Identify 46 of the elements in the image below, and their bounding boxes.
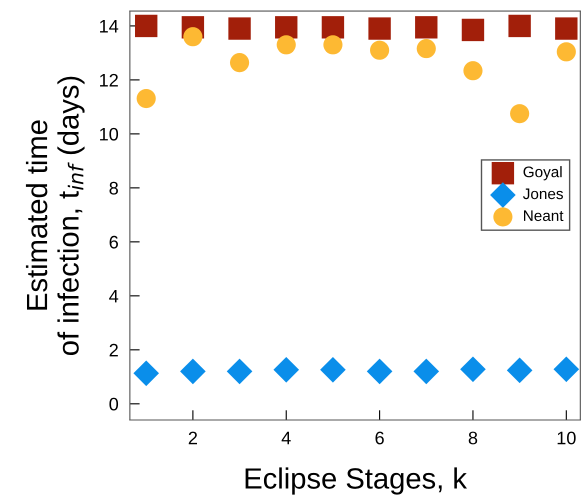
x-tick-label: 6 xyxy=(376,432,384,444)
y-tick-label: 12 xyxy=(100,74,118,86)
point xyxy=(508,14,531,38)
point xyxy=(413,358,440,384)
point xyxy=(135,14,158,38)
point xyxy=(276,35,296,54)
y-tick-label: 0 xyxy=(109,398,118,411)
point xyxy=(556,42,576,62)
point xyxy=(136,88,156,108)
x-tick-label: 4 xyxy=(282,432,291,444)
x-tick-label: 10 xyxy=(558,432,576,444)
point xyxy=(368,17,391,40)
point xyxy=(320,356,346,383)
y-tick-label: 10 xyxy=(100,128,118,141)
point xyxy=(460,356,486,382)
point xyxy=(506,358,532,384)
y-tick-label: 4 xyxy=(109,290,118,302)
legend-label: Neant xyxy=(524,210,564,222)
point xyxy=(510,104,530,124)
point xyxy=(370,40,390,60)
point xyxy=(273,356,300,383)
legend-label: Goyal xyxy=(524,166,562,180)
x-tick-label: 2 xyxy=(188,432,197,444)
point xyxy=(230,53,250,72)
point xyxy=(555,17,578,40)
y-tick-label: 14 xyxy=(100,20,118,32)
point xyxy=(554,356,580,382)
point xyxy=(228,17,251,40)
x-tick-label: 8 xyxy=(468,432,478,444)
y-axis-title: Estimated time of infection, t$_{inf}$ (days) xyxy=(26,76,85,356)
point xyxy=(226,358,252,384)
point xyxy=(180,358,206,384)
point xyxy=(366,358,392,384)
y-tick-label: 2 xyxy=(110,344,118,356)
point xyxy=(463,61,483,80)
point xyxy=(133,360,160,386)
x-axis-title: Eclipse Stages, k xyxy=(246,467,467,495)
point xyxy=(323,35,342,54)
legend-label: Jones xyxy=(522,188,563,200)
y-tick-label: 6 xyxy=(110,236,118,249)
point xyxy=(415,16,438,38)
point xyxy=(416,39,436,58)
point xyxy=(275,16,298,38)
point xyxy=(322,16,344,38)
point xyxy=(462,18,484,42)
y-tick-label: 8 xyxy=(110,182,118,195)
